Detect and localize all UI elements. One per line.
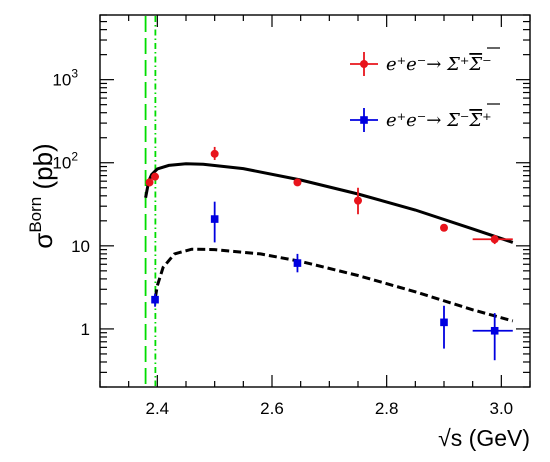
- series-2: [151, 201, 514, 361]
- legend-marker: [360, 60, 368, 68]
- data-point: [151, 293, 159, 307]
- circle-marker: [210, 149, 219, 158]
- fit-curve-1: [144, 162, 514, 244]
- circle-marker: [151, 172, 160, 181]
- legend-label: e⁺e⁻→ Σ⁻Σ⁺: [386, 110, 492, 131]
- circle-marker: [293, 178, 302, 187]
- data-point: [293, 253, 302, 273]
- fit-curve-2: [153, 247, 514, 323]
- data-point: [293, 178, 302, 187]
- data-point: [145, 178, 154, 187]
- data-point: [440, 223, 448, 232]
- circle-marker: [145, 178, 154, 187]
- circle-marker: [354, 196, 362, 205]
- y-tick-label: 103: [52, 67, 78, 90]
- data-point: [151, 172, 160, 181]
- y-axis-title: σBorn (pb): [26, 143, 58, 248]
- square-marker: [490, 326, 499, 335]
- square-marker: [210, 215, 219, 223]
- circle-marker: [440, 223, 448, 232]
- data-point: [472, 235, 513, 245]
- square-marker: [151, 295, 159, 304]
- data-point: [440, 305, 448, 349]
- y-tick-label: 1: [81, 320, 90, 339]
- square-marker: [440, 318, 448, 327]
- legend-entry-2: e⁺e⁻→ Σ⁻Σ⁺: [350, 103, 500, 132]
- legend-label: e⁺e⁻→ Σ⁺Σ⁻: [386, 54, 492, 75]
- data-point: [354, 187, 362, 215]
- data-point: [210, 201, 219, 243]
- square-marker: [293, 259, 302, 267]
- circle-marker: [490, 235, 499, 244]
- x-tick-label: 2.4: [146, 399, 170, 418]
- plot-frame: [99, 14, 531, 388]
- data-point: [472, 313, 513, 361]
- x-tick-label: 3.0: [490, 399, 514, 418]
- series-1: [144, 146, 514, 245]
- y-tick-label: 102: [52, 150, 78, 173]
- x-axis-title: √s (GeV): [438, 425, 530, 451]
- y-tick-label: 10: [71, 237, 90, 256]
- x-tick-label: 2.8: [375, 399, 399, 418]
- x-tick-label: 2.6: [260, 399, 284, 418]
- legend-entry-1: e⁺e⁻→ Σ⁺Σ⁻: [350, 47, 500, 76]
- legend-marker: [360, 116, 368, 124]
- data-point: [210, 146, 219, 160]
